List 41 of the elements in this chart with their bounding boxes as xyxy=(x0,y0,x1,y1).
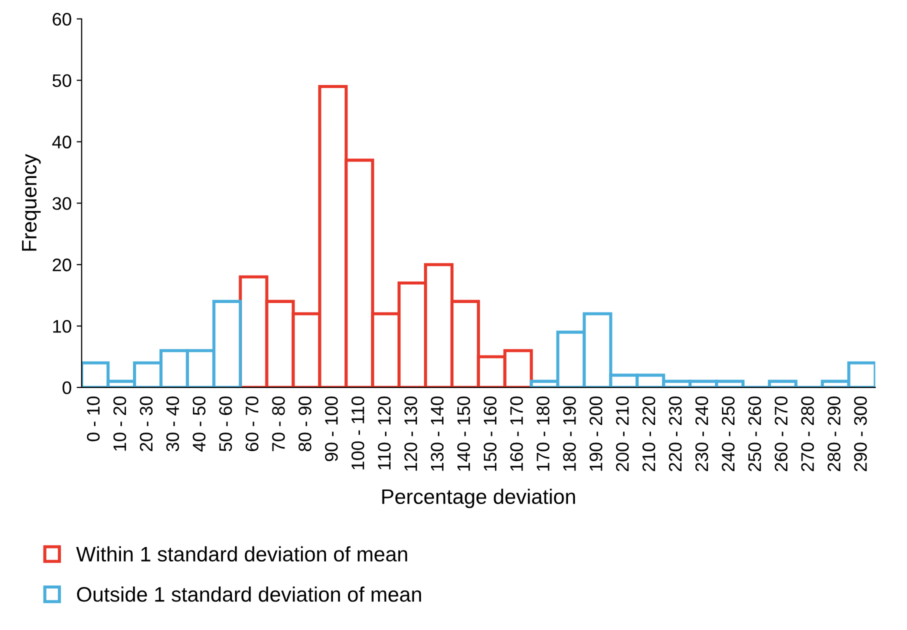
x-tick-label: 90 - 100 xyxy=(325,396,338,462)
x-tick-label: 160 - 170 xyxy=(510,396,523,471)
x-tick-label: 210 - 220 xyxy=(642,396,656,472)
x-tick-label: 50 - 60 xyxy=(219,396,232,452)
x-tick-label: 230 - 240 xyxy=(695,396,708,472)
x-tick-label: 270 - 280 xyxy=(801,396,814,472)
x-tick-label: 200 - 210 xyxy=(616,396,629,472)
x-tick-label: 130 - 140 xyxy=(430,396,444,471)
x-tick-label: 280 - 290 xyxy=(828,396,840,472)
x-axis-title: Percentage deviation xyxy=(382,488,575,508)
x-tick-label: 220 - 230 xyxy=(668,396,682,472)
x-tick-label: 260 - 270 xyxy=(774,396,788,472)
y-tick-label: 40 xyxy=(52,136,72,148)
x-tick-label: 190 - 200 xyxy=(590,396,602,471)
x-tick-label: 70 - 80 xyxy=(272,396,285,452)
y-tick-label: 60 xyxy=(52,12,72,26)
x-tick-label: 40 - 50 xyxy=(192,396,206,452)
x-tick-label: 170 - 180 xyxy=(536,396,550,471)
legend-label: Outside 1 standard deviation of mean xyxy=(77,586,422,602)
x-tick-label: 250 - 260 xyxy=(748,396,762,472)
x-tick-label: 80 - 90 xyxy=(298,396,312,452)
x-tick-label: 140 - 150 xyxy=(457,396,470,471)
x-tick-label: 290 - 300 xyxy=(854,396,867,472)
x-tick-label: 150 - 160 xyxy=(484,396,497,471)
y-tick-label: 0 xyxy=(62,381,72,394)
x-tick-label: 240 - 250 xyxy=(722,396,735,472)
x-tick-label: 0 - 10 xyxy=(86,396,100,442)
x-tick-label: 120 - 130 xyxy=(404,396,418,471)
y-tick-label: 50 xyxy=(52,74,72,88)
x-tick-label: 30 - 40 xyxy=(166,396,180,452)
x-tick-label: 100 - 110 xyxy=(351,396,364,470)
x-tick-label: 20 - 30 xyxy=(140,396,153,452)
x-tick-label: 60 - 70 xyxy=(246,396,258,452)
legend-label: Within 1 standard deviation of mean xyxy=(76,546,408,562)
y-tick-label: 30 xyxy=(52,197,72,210)
y-tick-label: 20 xyxy=(52,258,72,272)
x-tick-label: 180 - 190 xyxy=(563,396,576,471)
y-axis-title: Frequency xyxy=(22,154,41,251)
x-tick-label: 110 - 120 xyxy=(378,396,391,470)
y-tick-label: 10 xyxy=(53,320,72,333)
x-tick-label: 10 - 20 xyxy=(113,396,126,451)
